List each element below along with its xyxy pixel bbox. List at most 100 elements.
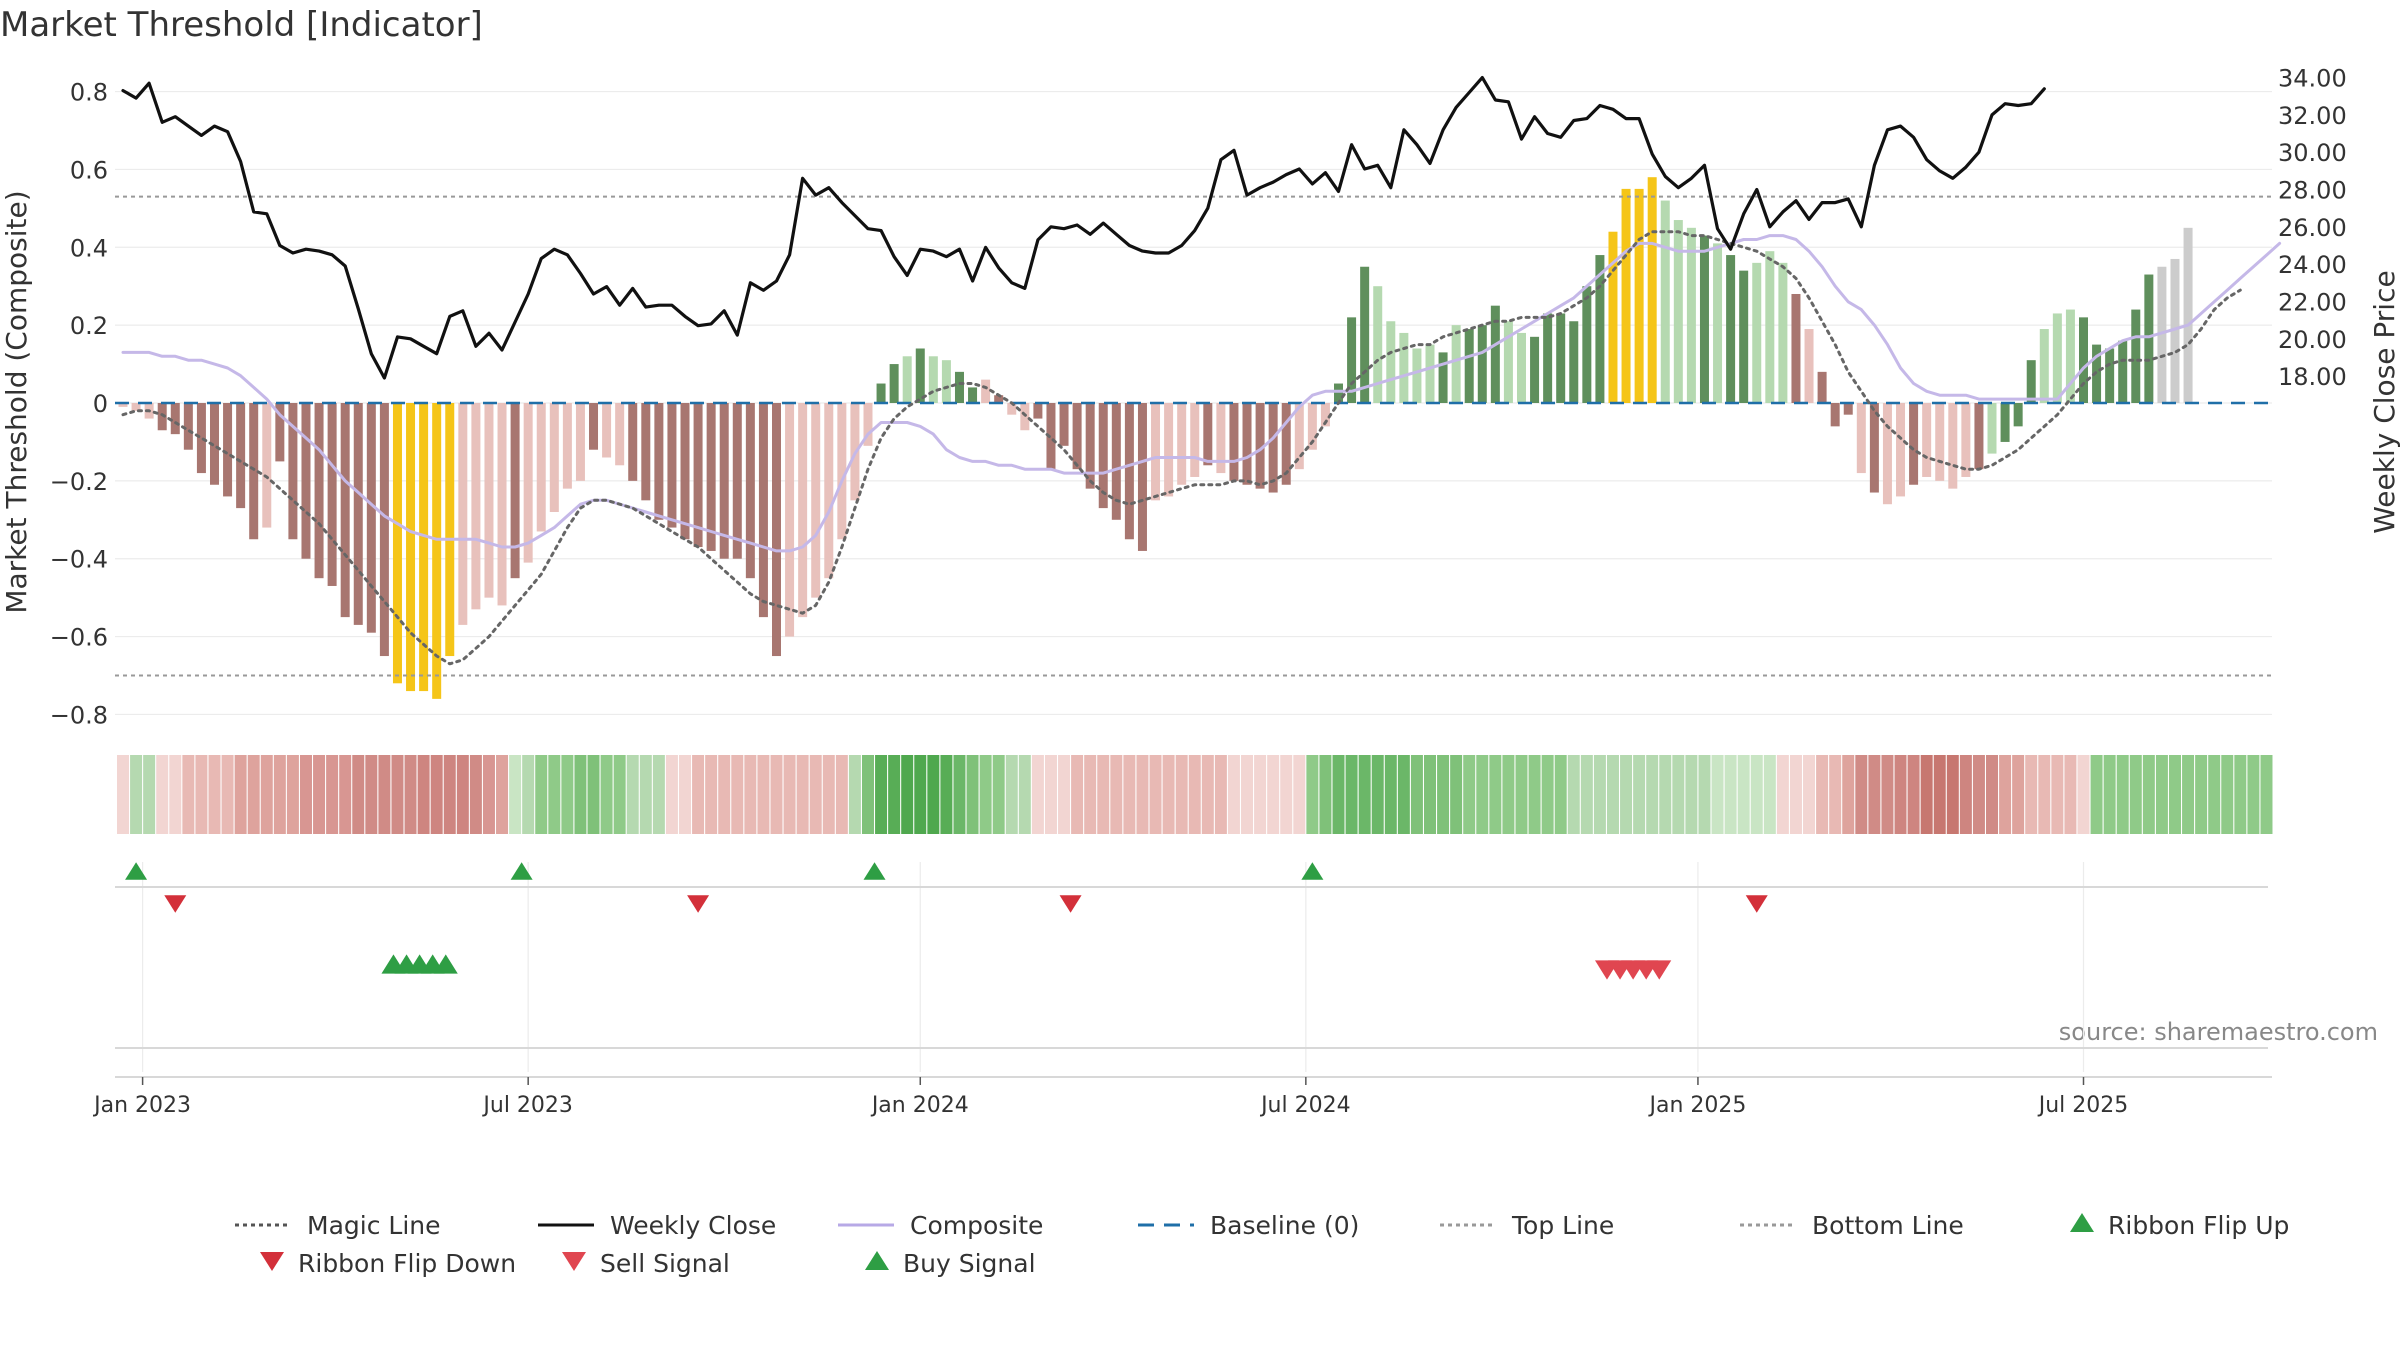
- composite-bar: [2170, 258, 2180, 403]
- ribbon-cell: [1188, 755, 1201, 834]
- ribbon-cell: [1946, 755, 1959, 834]
- ribbon-cell: [247, 755, 260, 834]
- composite-bar: [1438, 352, 1448, 403]
- ribbon-cell: [1175, 755, 1188, 834]
- legend-ribbon-flip-up-swatch: [2070, 1213, 2094, 1232]
- ribbon-cell: [1332, 755, 1345, 834]
- composite-bar: [811, 403, 821, 598]
- composite-bar: [1137, 403, 1147, 551]
- composite-bar: [1268, 403, 1278, 493]
- ribbon-cell: [1097, 755, 1110, 834]
- ribbon-cell: [130, 755, 143, 834]
- ribbon-cell: [1829, 755, 1842, 834]
- ribbon-cell: [1005, 755, 1018, 834]
- magic-line: [121, 230, 2242, 666]
- composite-bar: [549, 403, 559, 513]
- ribbon-cell: [979, 755, 992, 834]
- legend-weekly-close-label: Weekly Close: [610, 1211, 776, 1240]
- ribbon-cell: [1972, 755, 1985, 834]
- composite-bar: [2105, 348, 2115, 403]
- composite-bar: [484, 403, 494, 598]
- y-right-tick-label: 22.00: [2278, 288, 2347, 316]
- composite-bar: [2000, 403, 2010, 442]
- composite-bar: [471, 403, 481, 610]
- y-right-tick-label: 28.00: [2278, 177, 2347, 205]
- ribbon-cell: [1986, 755, 1999, 834]
- ribbon-cell: [1920, 755, 1933, 834]
- composite-bar: [406, 403, 416, 692]
- composite-bar: [889, 364, 899, 403]
- y-right-tick-label: 24.00: [2278, 251, 2347, 279]
- ribbon-cell: [417, 755, 430, 834]
- composite-bar: [837, 403, 847, 540]
- ribbon-cell: [2168, 755, 2181, 834]
- ribbon-cell: [1058, 755, 1071, 834]
- ribbon-cell: [2064, 755, 2077, 834]
- composite-bar: [1869, 403, 1879, 493]
- composite-bar: [915, 348, 925, 403]
- ribbon-cell: [1123, 755, 1136, 834]
- ribbon-cell: [1933, 755, 1946, 834]
- composite-bar: [1085, 403, 1095, 489]
- composite-bar: [1634, 188, 1644, 403]
- ribbon-flip-up-marker: [125, 862, 148, 880]
- y-left-tick-label: −0.8: [50, 701, 108, 729]
- ribbon-cell: [1084, 755, 1097, 834]
- x-tick-label: Jul 2023: [481, 1093, 573, 1118]
- ribbon-cell: [1907, 755, 1920, 834]
- ribbon-cell: [861, 755, 874, 834]
- ribbon-cell: [1999, 755, 2012, 834]
- composite-bar: [1699, 235, 1709, 403]
- ribbon-cell: [1018, 755, 1031, 834]
- composite-bar: [1373, 286, 1383, 403]
- legend-ribbon-flip-down-swatch: [260, 1252, 284, 1271]
- signal-panels: [115, 862, 2268, 1072]
- composite-bar: [2144, 274, 2154, 403]
- axis-ticks: 0.8 0.6 0.4 0.2 0 −0.2 −0.4 −0.6 −0.8 34.00 32.00 3…: [50, 65, 2347, 730]
- composite-bar: [863, 403, 873, 446]
- composite-bar: [1255, 403, 1265, 489]
- ribbon-cell: [1842, 755, 1855, 834]
- composite-bar: [2079, 317, 2088, 403]
- y-right-tick-label: 20.00: [2278, 326, 2347, 354]
- ribbon-cell: [522, 755, 535, 834]
- ribbon-cell: [796, 755, 809, 834]
- composite-bar: [262, 403, 272, 528]
- ribbon-cell: [1959, 755, 1972, 834]
- composite-bar: [1216, 403, 1226, 474]
- composite-bar: [785, 403, 795, 637]
- composite-bar: [772, 403, 781, 657]
- composite-bar: [2118, 340, 2128, 403]
- ribbon-cell: [391, 755, 404, 834]
- ribbon-cell: [234, 755, 247, 834]
- composite-bar: [1843, 403, 1853, 415]
- composite-bar: [1059, 403, 1069, 446]
- composite-bar: [1765, 251, 1775, 403]
- composite-bar: [1177, 403, 1187, 485]
- composite-bar: [2065, 309, 2075, 403]
- ribbon-cell: [182, 755, 195, 834]
- composite-bar: [196, 403, 206, 474]
- composite-bar: [288, 403, 298, 540]
- composite-bar: [641, 403, 651, 501]
- composite-bar: [1778, 262, 1788, 403]
- composite-bar: [1425, 344, 1435, 403]
- ribbon-cell: [2142, 755, 2155, 834]
- composite-bar: [131, 403, 141, 411]
- composite-bar: [1347, 317, 1357, 403]
- composite-bar: [928, 356, 938, 403]
- ribbon-cell: [1593, 755, 1606, 834]
- source-credit: source: sharemaestro.com: [2059, 1018, 2378, 1046]
- composite-bar: [1804, 329, 1814, 403]
- ribbon-cell: [535, 755, 548, 834]
- composite-bar: [275, 403, 285, 462]
- sell-signal-marker: [1647, 960, 1672, 980]
- y-right-tick-label: 30.00: [2278, 139, 2347, 167]
- ribbon-cell: [888, 755, 901, 834]
- x-tick-label: Jul 2025: [2037, 1093, 2129, 1118]
- ribbon-cell: [1136, 755, 1149, 834]
- composite-bar: [1608, 231, 1618, 403]
- legend-sell-signal-label: Sell Signal: [600, 1249, 730, 1278]
- composite-bar: [536, 403, 546, 532]
- ribbon-cell: [1698, 755, 1711, 834]
